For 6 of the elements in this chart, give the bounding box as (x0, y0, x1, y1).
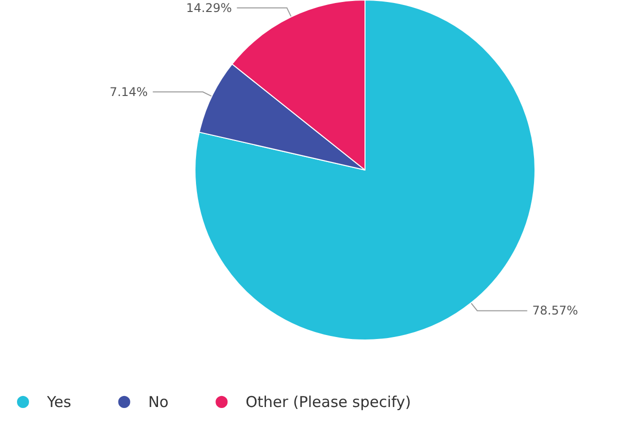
legend-label: No (148, 393, 169, 411)
data-label: 14.29% (186, 0, 232, 15)
legend-label: Other (Please specify) (246, 393, 411, 411)
legend-label: Yes (46, 393, 72, 411)
data-label: 78.57% (532, 304, 578, 318)
data-label: 7.14% (110, 84, 148, 99)
